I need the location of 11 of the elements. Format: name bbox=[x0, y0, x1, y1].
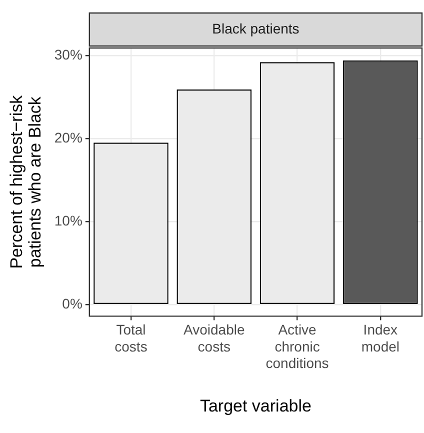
y-axis-title: Percent of highest−risk patients who are Black bbox=[7, 94, 45, 269]
y-tick-label: 20% bbox=[54, 129, 82, 146]
y-tick-label: 10% bbox=[54, 212, 82, 228]
y-tick-label: 0% bbox=[62, 295, 82, 312]
x-tick-label: Total costs bbox=[114, 321, 148, 354]
x-tick-label: Active chronic conditions bbox=[266, 321, 329, 372]
chart-title: Black patients bbox=[212, 20, 300, 36]
x-tick-label: Avoidable costs bbox=[184, 321, 245, 354]
x-tick-label: Index model bbox=[361, 321, 400, 354]
y-tick-label: 30% bbox=[54, 46, 82, 62]
x-axis-title: Target variable bbox=[200, 396, 312, 416]
